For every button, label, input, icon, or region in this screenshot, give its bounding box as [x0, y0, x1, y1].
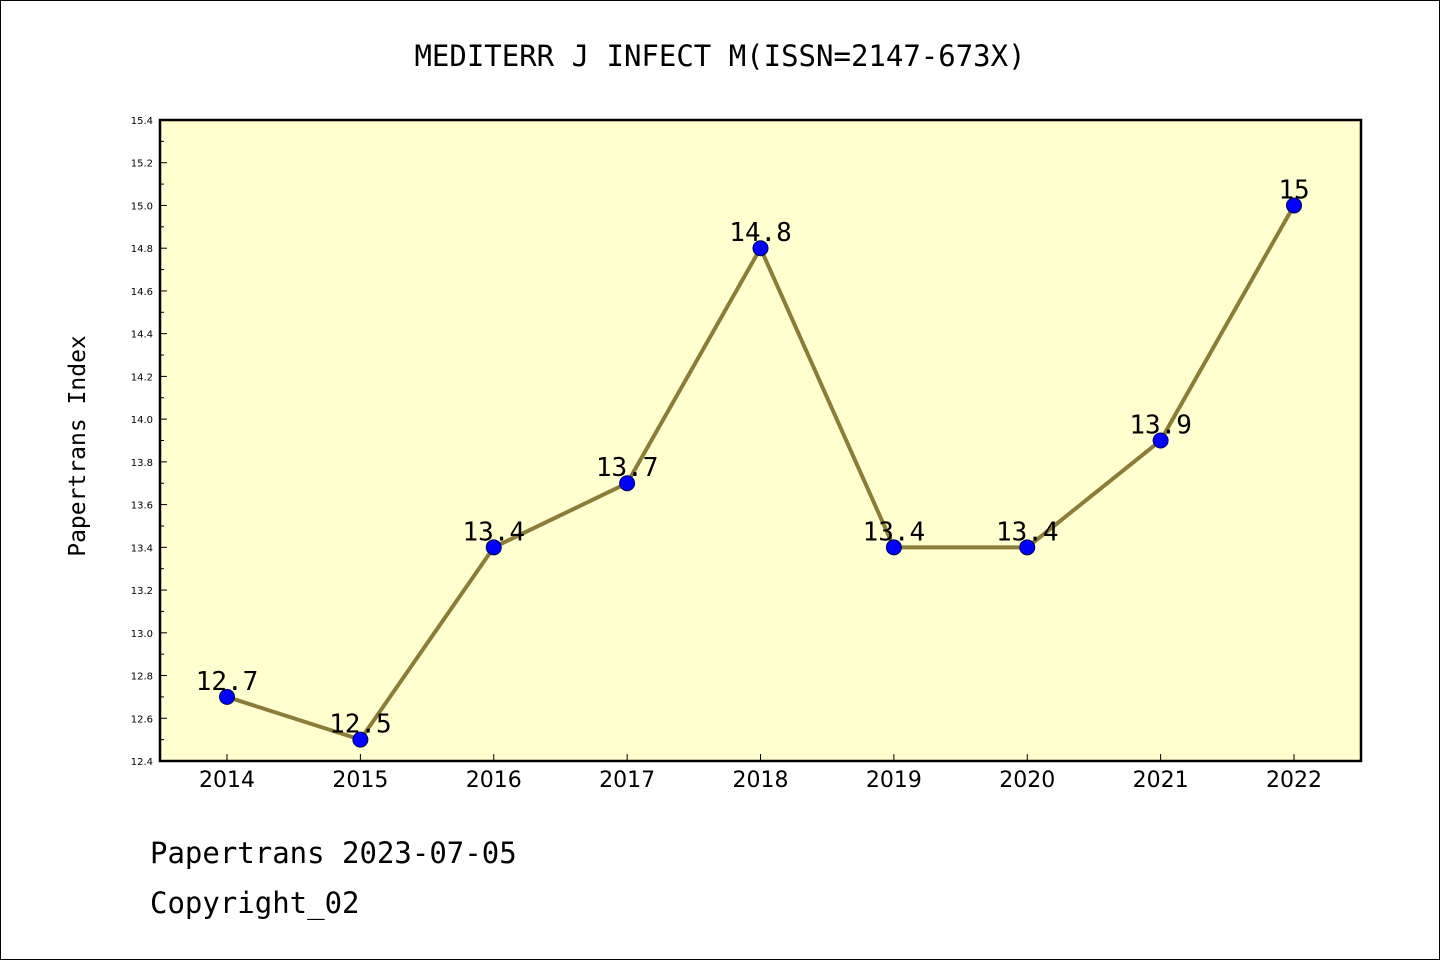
data-point	[1019, 539, 1036, 556]
x-tick-label: 2016	[466, 768, 522, 793]
y-tick-label: 15.4	[131, 116, 153, 127]
data-point	[485, 539, 502, 556]
data-point	[1286, 197, 1302, 214]
footer-date: Papertrans 2023-07-05	[150, 836, 517, 870]
data-point	[352, 731, 369, 748]
y-tick-label: 14.4	[131, 330, 153, 341]
x-tick-label: 2021	[1133, 768, 1189, 793]
data-point	[752, 240, 769, 257]
x-tick-label: 2022	[1266, 768, 1322, 793]
data-label: 13.9	[1129, 411, 1192, 441]
y-tick-label: 12.8	[131, 672, 153, 683]
x-tick-label: 2015	[332, 768, 388, 793]
footer-copyright: Copyright_02	[150, 886, 360, 920]
data-label: 12.5	[329, 710, 392, 740]
data-label: 13.4	[462, 517, 525, 547]
data-series: 12.7 12.5 13.4 13.7 14.8 13.4 13.4 13.9 15	[196, 175, 1310, 748]
y-tick-label: 14.8	[131, 244, 153, 255]
data-label: 13.7	[596, 453, 659, 483]
x-tick-label: 2018	[733, 768, 789, 793]
x-tick-label: 2020	[999, 768, 1055, 793]
y-axis-ticks: 12.4 12.6 12.8 13.0 13.2 13.4 13.6 13.8 14.0 14.2…	[131, 116, 167, 768]
data-label: 13.4	[996, 517, 1059, 547]
data-point	[885, 539, 902, 556]
data-label: 15	[1278, 175, 1309, 205]
data-label: 12.7	[196, 667, 259, 697]
data-point	[1152, 432, 1169, 449]
y-tick-label: 14.0	[131, 415, 153, 426]
y-tick-label: 13.6	[131, 501, 153, 512]
data-label: 14.8	[729, 218, 792, 248]
y-tick-label: 12.4	[131, 757, 153, 768]
y-tick-label: 13.0	[131, 629, 153, 640]
y-tick-label: 15.0	[131, 201, 153, 212]
data-point	[619, 475, 636, 492]
y-tick-label: 14.6	[131, 287, 153, 298]
data-label: 13.4	[863, 517, 926, 547]
y-tick-label: 13.2	[131, 586, 153, 597]
x-tick-label: 2014	[199, 768, 255, 793]
x-tick-label: 2019	[866, 768, 922, 793]
x-axis-ticks: 2014 2015 2016 2017 2018 2019 2020 2021 2022	[199, 754, 1322, 793]
data-point	[219, 688, 235, 705]
y-tick-label: 13.8	[131, 458, 153, 469]
y-tick-label: 14.2	[131, 372, 153, 383]
chart-title: MEDITERR J INFECT M(ISSN=2147-673X)	[414, 39, 1025, 73]
y-tick-label: 12.6	[131, 714, 153, 725]
y-tick-label: 15.2	[131, 159, 153, 170]
x-tick-label: 2017	[599, 768, 655, 793]
plot-area	[158, 118, 1363, 763]
y-tick-label: 13.4	[131, 543, 153, 554]
y-axis-label: Papertrans Index	[65, 335, 91, 557]
